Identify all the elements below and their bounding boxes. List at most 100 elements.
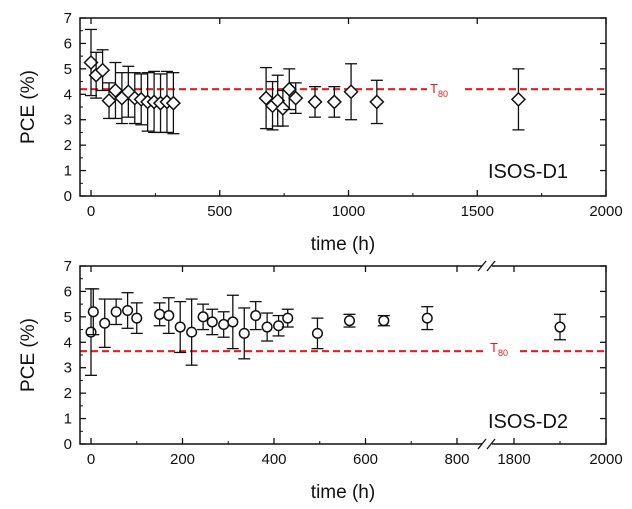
data-point — [174, 300, 187, 354]
circle-marker — [261, 321, 273, 333]
circle-marker — [197, 311, 209, 323]
x-tick-label: 800 — [444, 451, 469, 468]
panel-isos-d2: 0 1 2 3 4 5 6 7 0 200 400 600 800 1800 2000 T80 ISOS-D… — [18, 258, 623, 503]
diamond-marker — [95, 62, 111, 78]
diamond-marker — [275, 100, 291, 116]
y-tick-label: 2 — [64, 137, 72, 154]
data-point — [554, 313, 566, 341]
panel-isos-d1: 0 1 2 3 4 5 6 7 0 500 1000 1500 2000 T80 ISOS-D1 tim… — [18, 10, 623, 255]
data-point — [307, 86, 323, 118]
data-point — [185, 298, 198, 366]
diamond-marker — [307, 94, 323, 110]
diamond-marker — [107, 82, 124, 99]
circle-marker — [343, 315, 356, 327]
data-point — [121, 292, 134, 329]
panel-1-axes: 0 1 2 3 4 5 6 7 0 500 1000 1500 2000 — [64, 10, 623, 220]
y-tick-label: 1 — [64, 163, 72, 180]
data-point — [343, 63, 359, 121]
circle-marker — [273, 320, 285, 332]
diamond-marker — [101, 93, 117, 109]
y-tick-label: 5 — [64, 309, 72, 326]
data-point — [275, 89, 291, 127]
panel-2-axes: 0 1 2 3 4 5 6 7 0 200 400 600 800 1800 2000 — [64, 258, 623, 468]
panel-1-series — [83, 28, 527, 135]
x-tick-label: 0 — [87, 451, 95, 468]
data-point — [98, 298, 111, 349]
circle-marker — [311, 327, 324, 339]
circle-marker — [87, 306, 99, 318]
x-tick-label: 600 — [353, 451, 378, 468]
x-tick-label: 0 — [87, 203, 95, 220]
data-point — [377, 314, 390, 327]
x-tick-label: 500 — [207, 203, 232, 220]
diamond-marker — [258, 90, 274, 106]
circle-marker — [85, 326, 97, 338]
data-point — [85, 288, 97, 376]
axis-break-gap — [482, 262, 492, 270]
x-tick-label: 2000 — [589, 451, 622, 468]
circle-marker — [238, 327, 250, 339]
circle-marker — [110, 306, 122, 318]
circle-marker — [174, 321, 186, 333]
data-point — [197, 303, 210, 331]
diamond-marker — [281, 81, 297, 97]
panel-1-label: ISOS-D1 — [488, 161, 568, 183]
circle-marker — [163, 310, 175, 322]
t80-label-bg — [427, 81, 461, 96]
diamond-marker — [288, 90, 304, 106]
axis-break-mark — [486, 438, 496, 450]
data-point — [343, 313, 356, 328]
t80-label-bg — [487, 343, 517, 358]
data-point — [369, 79, 385, 125]
y-tick-label: 6 — [64, 283, 72, 300]
data-point — [326, 86, 342, 118]
y-tick-label: 3 — [64, 112, 72, 129]
data-point — [130, 302, 143, 335]
y-tick-label: 7 — [64, 10, 72, 27]
circle-marker — [99, 317, 111, 329]
panel-2-y-axis-title: PCE (%) — [18, 318, 39, 392]
axis-break-mark — [477, 260, 487, 272]
panel-1-y-axis-title: PCE (%) — [18, 70, 39, 144]
data-point — [95, 49, 111, 92]
x-tick-label: 1500 — [461, 203, 494, 220]
data-point — [83, 28, 99, 97]
y-tick-label: 0 — [64, 436, 72, 453]
panel-2-label: ISOS-D2 — [488, 411, 568, 433]
x-tick-label: 1800 — [497, 451, 530, 468]
circle-marker — [186, 326, 198, 338]
y-tick-label: 6 — [64, 35, 72, 52]
diamond-marker — [165, 95, 181, 111]
axis-break-gap — [482, 440, 492, 448]
circle-marker — [378, 315, 390, 327]
data-point — [226, 294, 239, 350]
y-tick-label: 5 — [64, 61, 72, 78]
data-point — [311, 317, 324, 350]
data-point — [162, 297, 175, 335]
circle-marker — [227, 316, 239, 328]
data-point — [272, 314, 285, 337]
data-point — [110, 298, 123, 326]
axis-break-mark — [486, 260, 496, 272]
data-point — [258, 66, 274, 130]
data-point — [281, 68, 297, 111]
data-point — [281, 308, 294, 328]
panel-1-threshold-layer — [80, 81, 606, 96]
y-tick-label: 3 — [64, 360, 72, 377]
diamond-marker — [343, 84, 359, 100]
circle-marker — [218, 318, 230, 331]
data-point — [238, 307, 251, 360]
y-tick-label: 1 — [64, 411, 72, 428]
data-point — [261, 312, 274, 342]
axis-break-mark — [477, 438, 487, 450]
panel-2-x-axis-title: time (h) — [311, 482, 375, 503]
x-tick-label: 1000 — [332, 203, 365, 220]
panel-1-t80-label: T80 — [430, 81, 448, 99]
data-point — [153, 302, 166, 327]
y-tick-label: 7 — [64, 258, 72, 275]
y-tick-label: 4 — [64, 334, 72, 351]
circle-marker — [154, 308, 166, 320]
panel-1-x-axis-title: time (h) — [311, 234, 375, 255]
data-point — [288, 82, 304, 115]
panel-2-series — [85, 288, 566, 376]
